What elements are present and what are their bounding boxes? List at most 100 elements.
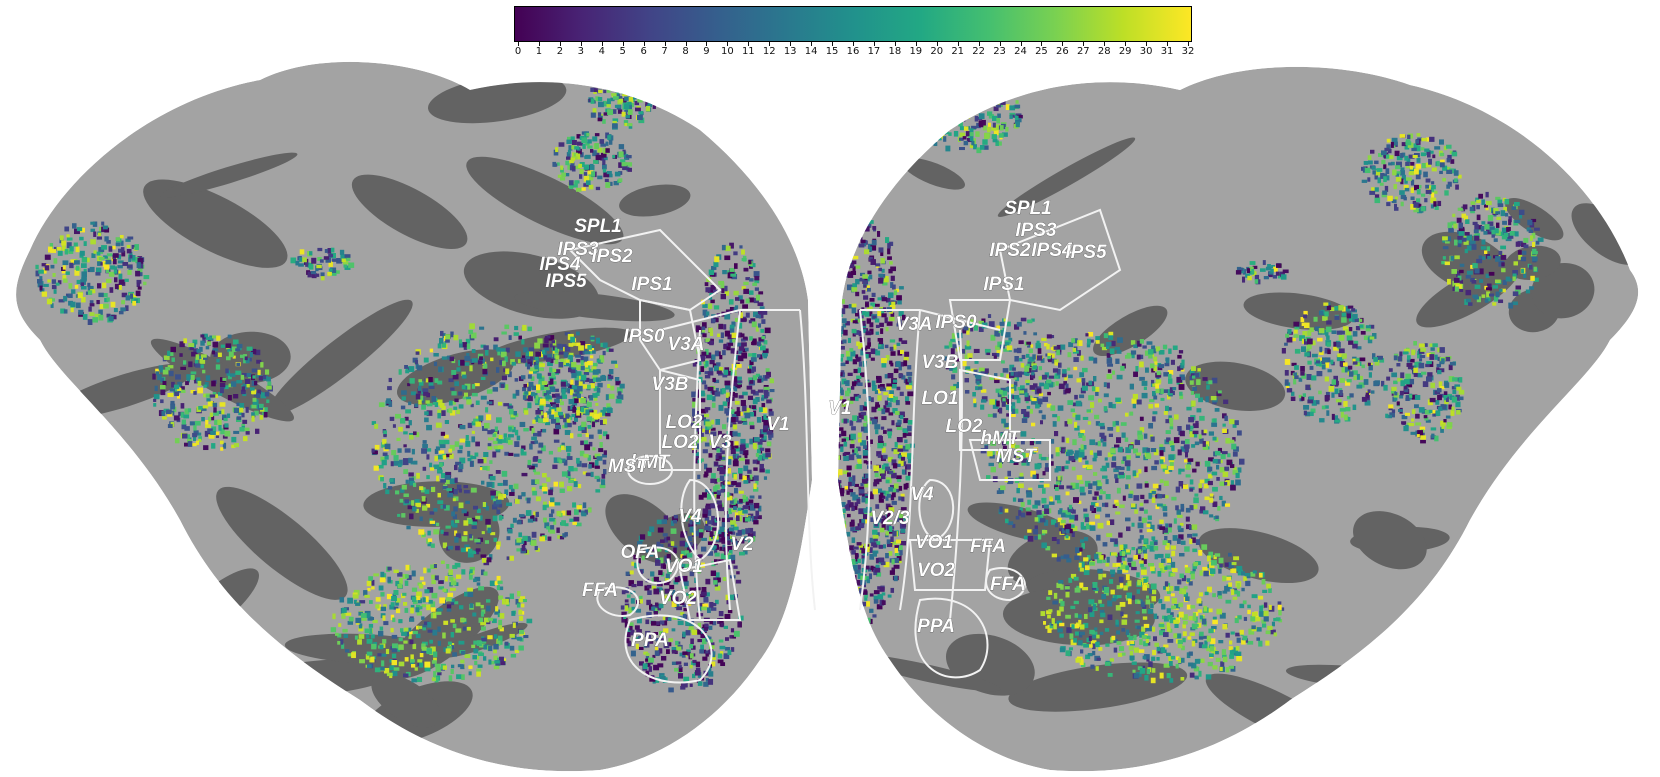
- activation-voxel: [701, 326, 706, 330]
- activation-voxel: [183, 414, 190, 419]
- activation-voxel: [1450, 159, 1455, 164]
- activation-voxel: [487, 437, 494, 441]
- activation-voxel: [136, 282, 140, 288]
- activation-voxel: [243, 436, 248, 442]
- activation-voxel: [747, 368, 752, 374]
- activation-voxel: [978, 120, 983, 127]
- activation-voxel: [113, 269, 118, 274]
- activation-voxel: [944, 128, 949, 135]
- activation-voxel: [87, 282, 91, 288]
- activation-voxel: [741, 417, 747, 421]
- activation-voxel: [763, 414, 767, 420]
- sulcus-region: [428, 74, 567, 124]
- activation-voxel: [592, 393, 598, 398]
- activation-voxel: [646, 584, 652, 589]
- activation-voxel: [652, 654, 656, 658]
- activation-voxel: [724, 330, 730, 337]
- activation-voxel: [1381, 380, 1385, 387]
- activation-voxel: [724, 408, 730, 414]
- activation-voxel: [1493, 295, 1499, 302]
- activation-voxel: [1476, 258, 1483, 264]
- activation-voxel: [653, 588, 660, 595]
- activation-voxel: [168, 370, 174, 377]
- colorbar-tick-mark: [790, 42, 792, 46]
- activation-voxel: [1473, 229, 1479, 234]
- activation-voxel: [710, 661, 716, 667]
- activation-voxel: [576, 359, 581, 363]
- activation-voxel: [459, 445, 463, 450]
- activation-voxel: [1246, 268, 1251, 274]
- colorbar-tick-mark: [769, 42, 771, 46]
- activation-voxel: [527, 360, 532, 367]
- activation-voxel: [1425, 363, 1430, 368]
- activation-voxel: [504, 642, 510, 649]
- activation-voxel: [664, 595, 669, 599]
- activation-voxel: [686, 651, 691, 656]
- activation-voxel: [445, 471, 452, 477]
- colorbar-tick-label: 25: [1035, 46, 1048, 57]
- activation-voxel: [458, 488, 462, 493]
- activation-voxel: [514, 429, 519, 436]
- activation-voxel: [437, 409, 443, 415]
- activation-voxel: [734, 317, 740, 322]
- activation-voxel: [115, 237, 121, 241]
- activation-voxel: [584, 444, 591, 451]
- activation-voxel: [534, 417, 541, 422]
- activation-voxel: [1413, 207, 1419, 213]
- activation-voxel: [295, 260, 300, 266]
- activation-voxel: [159, 410, 163, 415]
- activation-voxel: [1458, 239, 1462, 244]
- activation-voxel: [552, 464, 558, 469]
- activation-voxel: [233, 443, 239, 448]
- activation-voxel: [1462, 204, 1468, 210]
- activation-voxel: [241, 412, 245, 418]
- colorbar-tick-label: 28: [1097, 46, 1111, 57]
- activation-voxel: [1453, 277, 1460, 283]
- activation-voxel: [706, 494, 712, 500]
- activation-voxel: [749, 336, 753, 341]
- activation-voxel: [1512, 291, 1519, 297]
- colorbar-tick-mark: [832, 42, 834, 46]
- activation-voxel: [1430, 204, 1434, 209]
- activation-voxel: [749, 360, 754, 366]
- activation-voxel: [1420, 347, 1426, 352]
- activation-voxel: [582, 471, 587, 475]
- activation-voxel: [1310, 408, 1316, 413]
- activation-voxel: [498, 496, 504, 500]
- activation-voxel: [190, 390, 196, 394]
- activation-voxel: [494, 581, 499, 586]
- activation-voxel: [768, 411, 774, 416]
- activation-voxel: [511, 611, 516, 616]
- activation-voxel: [1466, 270, 1473, 275]
- activation-voxel: [744, 517, 751, 522]
- activation-voxel: [718, 404, 724, 411]
- activation-voxel: [922, 138, 927, 144]
- activation-voxel: [520, 596, 526, 601]
- activation-voxel: [1493, 238, 1498, 242]
- activation-voxel: [368, 576, 373, 581]
- activation-voxel: [409, 480, 415, 486]
- activation-voxel: [600, 143, 606, 147]
- activation-voxel: [539, 385, 545, 391]
- activation-voxel: [596, 388, 601, 393]
- activation-voxel: [991, 134, 997, 139]
- activation-voxel: [909, 117, 915, 123]
- activation-voxel: [233, 407, 240, 414]
- activation-voxel: [589, 412, 594, 418]
- activation-voxel: [621, 111, 626, 117]
- activation-voxel: [160, 385, 166, 390]
- activation-voxel: [753, 311, 759, 317]
- activation-voxel: [493, 643, 499, 650]
- activation-voxel: [649, 676, 656, 682]
- activation-voxel: [1455, 184, 1459, 190]
- activation-voxel: [704, 625, 710, 629]
- activation-voxel: [445, 525, 451, 529]
- activation-voxel: [671, 649, 677, 654]
- activation-voxel: [1446, 184, 1451, 189]
- activation-voxel: [1349, 393, 1354, 398]
- activation-voxel: [1237, 267, 1244, 272]
- activation-voxel: [521, 472, 528, 477]
- activation-voxel: [383, 621, 389, 626]
- activation-voxel: [448, 378, 454, 383]
- activation-voxel: [1410, 196, 1415, 200]
